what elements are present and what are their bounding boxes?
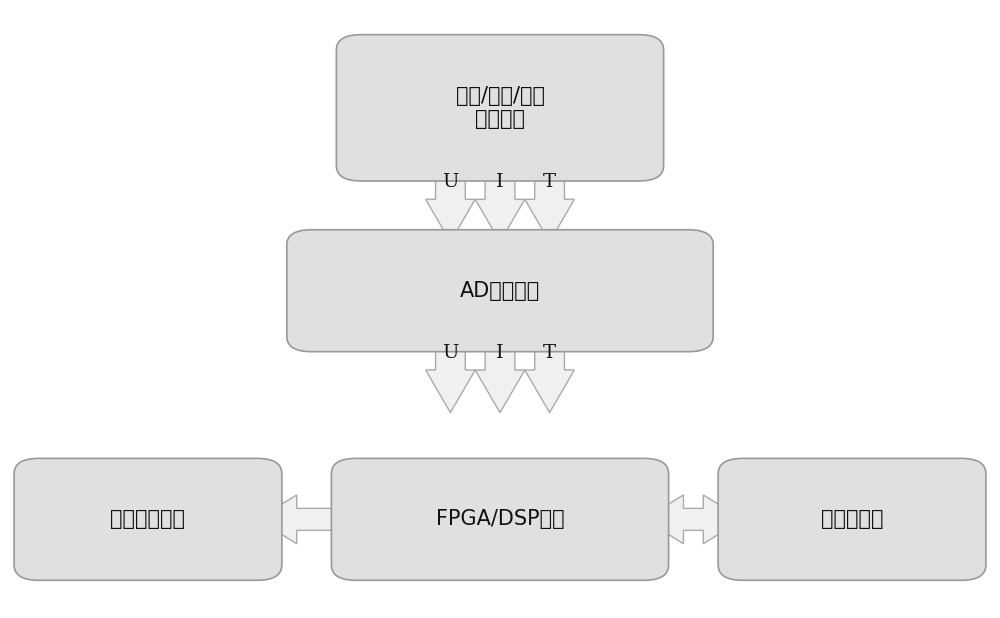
Text: T: T (543, 174, 556, 192)
Text: 液晶显示模块: 液晶显示模块 (110, 509, 185, 530)
Text: U: U (442, 344, 459, 362)
FancyBboxPatch shape (287, 230, 713, 352)
Polygon shape (525, 336, 574, 413)
Polygon shape (644, 495, 743, 544)
Polygon shape (525, 166, 574, 242)
Polygon shape (475, 166, 525, 242)
FancyBboxPatch shape (331, 459, 669, 580)
Text: U: U (442, 174, 459, 192)
Text: AD转换模块: AD转换模块 (460, 281, 540, 301)
FancyBboxPatch shape (718, 459, 986, 580)
Polygon shape (475, 336, 525, 413)
Text: I: I (496, 174, 504, 192)
Text: I: I (496, 344, 504, 362)
FancyBboxPatch shape (14, 459, 282, 580)
Polygon shape (257, 495, 356, 544)
Text: T: T (543, 344, 556, 362)
Text: 充放电电路: 充放电电路 (821, 509, 883, 530)
Polygon shape (426, 166, 475, 242)
Text: 电流/电压/温度
采集电路: 电流/电压/温度 采集电路 (456, 86, 544, 129)
Polygon shape (426, 336, 475, 413)
Text: FPGA/DSP芯片: FPGA/DSP芯片 (436, 509, 564, 530)
FancyBboxPatch shape (336, 35, 664, 181)
